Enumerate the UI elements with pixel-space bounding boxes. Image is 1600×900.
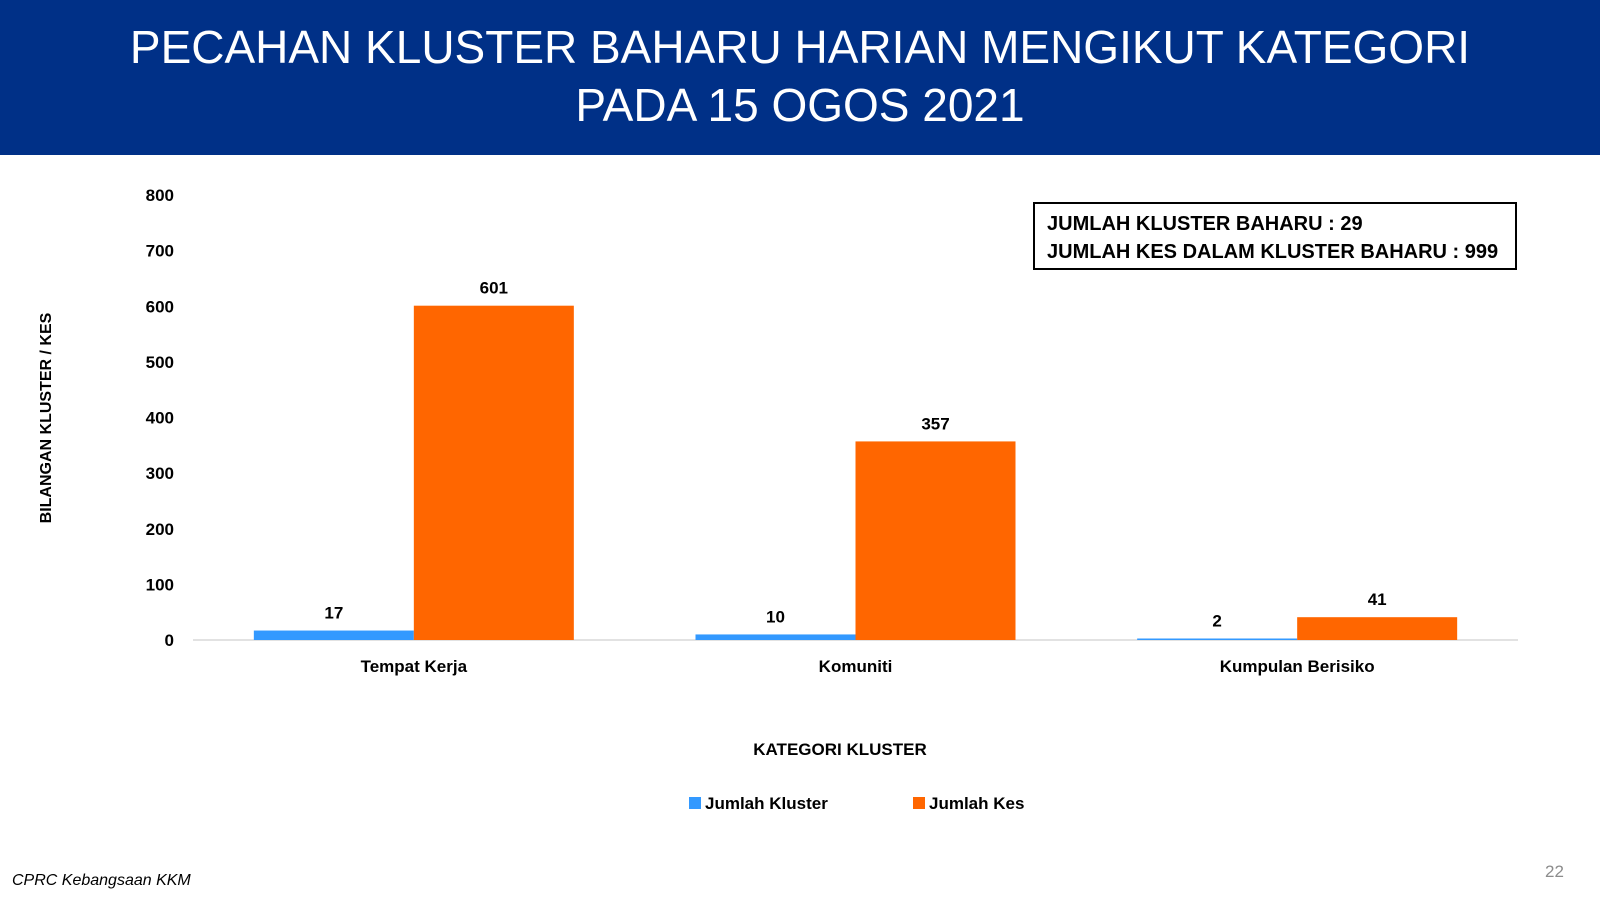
source-note: CPRC Kebangsaan KKM [12,872,191,889]
y-tick-label: 300 [146,464,174,483]
bar-chart: 0 100 200 300 400 500 600 700 800 17 601 Tempat Ker… [146,186,1518,676]
data-label-jumlah-kluster: 2 [1212,612,1221,631]
data-label-jumlah-kluster: 10 [766,607,785,626]
y-tick-label: 500 [146,353,174,372]
title-banner: PECAHAN KLUSTER BAHARU HARIAN MENGIKUT K… [0,0,1600,155]
summary-box: JUMLAH KLUSTER BAHARU : 29 JUMLAH KES DA… [1033,202,1517,270]
chart-legend: Jumlah Kluster Jumlah Kes [0,794,1600,818]
legend-swatch-jumlah-kluster [689,797,701,809]
bar-jumlah-kes [855,441,1016,640]
data-label-jumlah-kes: 601 [480,279,508,298]
bar-jumlah-kluster [695,634,856,640]
legend-item-jumlah-kes: Jumlah Kes [913,794,1024,814]
page-title: PECAHAN KLUSTER BAHARU HARIAN MENGIKUT K… [129,21,1471,73]
page-number: 22 [1545,862,1564,881]
y-tick-label: 600 [146,297,174,316]
x-tick-label: Tempat Kerja [361,657,468,676]
y-axis-title: BILANGAN KLUSTER / KES [38,312,55,524]
summary-total-clusters: JUMLAH KLUSTER BAHARU : 29 [1047,213,1363,235]
legend-label-jumlah-kes: Jumlah Kes [929,794,1025,813]
bar-jumlah-kluster [253,630,414,640]
y-tick-label: 200 [146,520,174,539]
x-axis-title: KATEGORI KLUSTER [753,740,927,759]
data-label-jumlah-kes: 41 [1368,590,1387,609]
y-tick-label: 700 [146,242,174,261]
y-tick-label: 800 [146,186,174,205]
x-tick-label: Kumpulan Berisiko [1220,657,1375,676]
bar-jumlah-kes [413,305,574,640]
y-tick-label: 100 [146,575,174,594]
legend-label-jumlah-kluster: Jumlah Kluster [705,794,828,813]
y-tick-label: 0 [165,631,174,650]
data-label-jumlah-kluster: 17 [324,604,343,623]
legend-swatch-jumlah-kes [913,797,925,809]
page-subtitle: PADA 15 OGOS 2021 [575,79,1025,131]
legend-item-jumlah-kluster: Jumlah Kluster [689,794,828,814]
y-tick-label: 400 [146,409,174,428]
bar-jumlah-kes [1297,617,1458,640]
summary-total-cases: JUMLAH KES DALAM KLUSTER BAHARU : 999 [1047,241,1499,263]
x-tick-label: Komuniti [819,657,893,676]
bar-jumlah-kluster [1137,638,1298,640]
data-label-jumlah-kes: 357 [921,414,949,433]
